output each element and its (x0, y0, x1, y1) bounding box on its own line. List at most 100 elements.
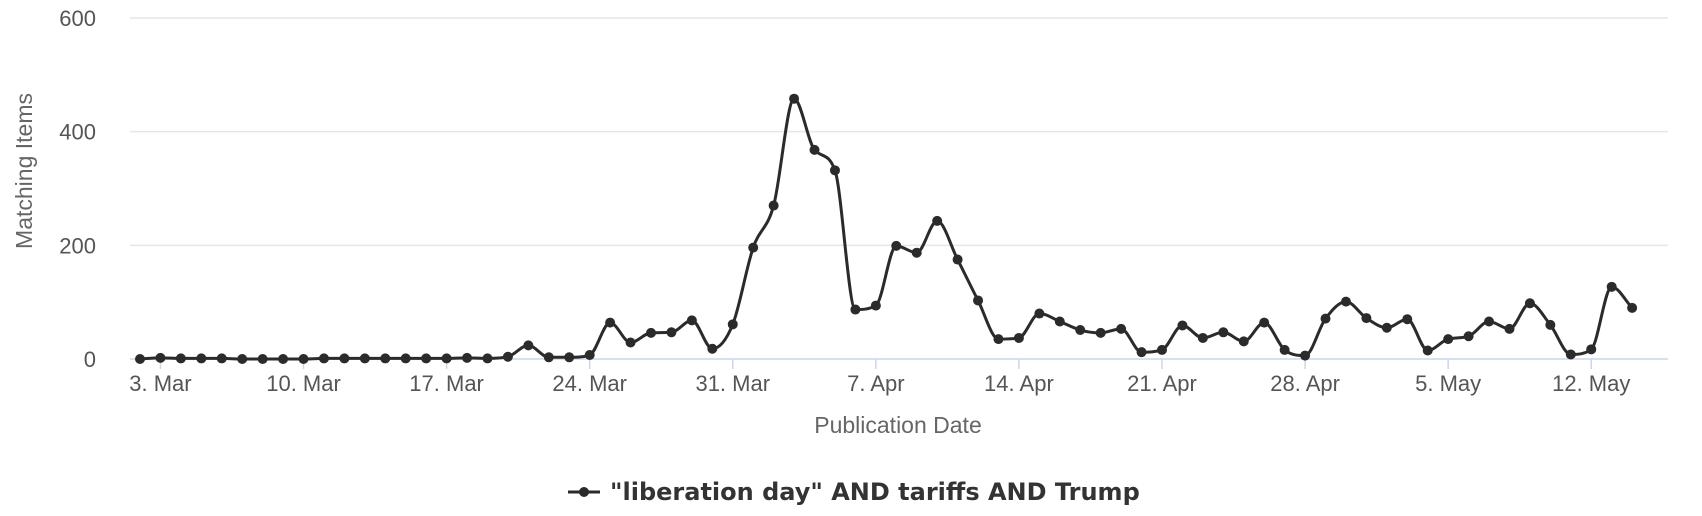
x-tick-label: 31. Mar (695, 371, 770, 396)
data-point[interactable] (1504, 323, 1515, 334)
data-point[interactable] (748, 242, 759, 253)
data-point[interactable] (502, 351, 513, 362)
data-point[interactable] (1402, 314, 1413, 325)
data-point[interactable] (564, 352, 575, 363)
data-point[interactable] (155, 352, 166, 363)
y-tick-label: 400 (59, 120, 96, 145)
data-point[interactable] (1218, 327, 1229, 338)
data-point[interactable] (1340, 296, 1351, 307)
data-point[interactable] (605, 317, 616, 328)
data-point[interactable] (666, 327, 677, 338)
data-point[interactable] (625, 337, 636, 348)
data-point[interactable] (993, 334, 1004, 345)
data-point[interactable] (1279, 344, 1290, 355)
data-point[interactable] (543, 352, 554, 363)
data-point[interactable] (1197, 332, 1208, 343)
data-point[interactable] (870, 300, 881, 311)
data-point[interactable] (1054, 316, 1065, 327)
data-point[interactable] (1381, 322, 1392, 333)
x-tick-label: 12. May (1552, 371, 1630, 396)
data-point[interactable] (318, 353, 329, 364)
data-point[interactable] (1586, 344, 1597, 355)
y-tick-label: 600 (59, 6, 96, 31)
data-point[interactable] (1157, 344, 1167, 355)
y-tick-label: 0 (84, 347, 96, 372)
legend[interactable]: "liberation day" AND tariffs AND Trump (568, 478, 1140, 506)
data-point[interactable] (380, 353, 391, 364)
x-axis-ticks (159, 359, 1592, 369)
data-point[interactable] (1484, 316, 1495, 327)
data-point[interactable] (196, 353, 207, 364)
data-point[interactable] (1259, 317, 1270, 328)
data-point[interactable] (1095, 327, 1106, 338)
data-point[interactable] (1627, 302, 1638, 313)
x-tick-label: 5. May (1415, 371, 1481, 396)
data-point[interactable] (1524, 298, 1535, 309)
x-axis-tick-labels: 3. Mar 10. Mar 17. Mar 24. Mar 31. Mar 7. Apr… (129, 371, 1630, 396)
data-point[interactable] (686, 315, 697, 326)
data-point[interactable] (973, 295, 984, 306)
data-point[interactable] (1545, 319, 1556, 330)
data-point[interactable] (1463, 331, 1474, 342)
grid-lines (130, 17, 1668, 247)
data-point[interactable] (789, 93, 800, 104)
data-point[interactable] (829, 165, 840, 176)
data-point[interactable] (135, 354, 145, 364)
data-point[interactable] (257, 354, 268, 364)
data-point[interactable] (891, 240, 902, 251)
data-point[interactable] (237, 354, 248, 364)
x-tick-label: 7. Apr (847, 371, 904, 396)
data-point[interactable] (298, 354, 309, 364)
data-point[interactable] (1136, 347, 1147, 358)
data-point[interactable] (278, 354, 289, 364)
data-point[interactable] (646, 327, 656, 338)
data-point[interactable] (1361, 313, 1372, 324)
data-point[interactable] (768, 200, 779, 211)
data-point[interactable] (175, 353, 186, 364)
data-point[interactable] (1606, 281, 1617, 292)
data-point[interactable] (1300, 350, 1311, 361)
x-tick-label: 17. Mar (409, 371, 484, 396)
x-tick-label: 24. Mar (552, 371, 627, 396)
data-point[interactable] (523, 340, 534, 351)
data-point[interactable] (911, 247, 922, 258)
legend-label: "liberation day" AND tariffs AND Trump (610, 478, 1140, 506)
series-points (135, 93, 1638, 364)
data-point[interactable] (1177, 320, 1188, 331)
data-point[interactable] (1013, 332, 1024, 343)
data-point[interactable] (584, 350, 595, 361)
data-point[interactable] (1422, 345, 1433, 356)
y-axis-title: Matching Items (11, 93, 37, 249)
data-point[interactable] (400, 353, 411, 364)
x-tick-label: 3. Mar (129, 371, 191, 396)
y-axis-tick-labels: 0 200 400 600 (59, 6, 96, 372)
y-tick-label: 200 (59, 233, 96, 258)
x-tick-label: 10. Mar (266, 371, 341, 396)
data-point[interactable] (1034, 308, 1045, 319)
data-point[interactable] (1075, 325, 1086, 336)
data-point[interactable] (952, 254, 963, 265)
data-point[interactable] (1565, 349, 1576, 360)
data-point[interactable] (421, 353, 432, 364)
data-point[interactable] (359, 353, 370, 364)
x-tick-label: 14. Apr (984, 371, 1054, 396)
data-point[interactable] (462, 352, 473, 363)
data-point[interactable] (1320, 313, 1331, 324)
data-point[interactable] (1116, 323, 1127, 334)
x-tick-label: 28. Apr (1270, 371, 1340, 396)
data-point[interactable] (1238, 336, 1249, 347)
data-point[interactable] (727, 319, 738, 330)
data-point[interactable] (707, 343, 718, 354)
x-axis-title: Publication Date (814, 412, 982, 438)
data-point[interactable] (1443, 334, 1454, 345)
data-point[interactable] (850, 304, 861, 315)
x-tick-label: 21. Apr (1127, 371, 1197, 396)
data-point[interactable] (932, 215, 943, 226)
data-point[interactable] (809, 144, 820, 155)
data-point[interactable] (339, 353, 350, 364)
data-point[interactable] (441, 353, 452, 364)
legend-marker-symbol (579, 487, 589, 497)
data-point[interactable] (216, 353, 227, 364)
data-point[interactable] (482, 353, 493, 364)
